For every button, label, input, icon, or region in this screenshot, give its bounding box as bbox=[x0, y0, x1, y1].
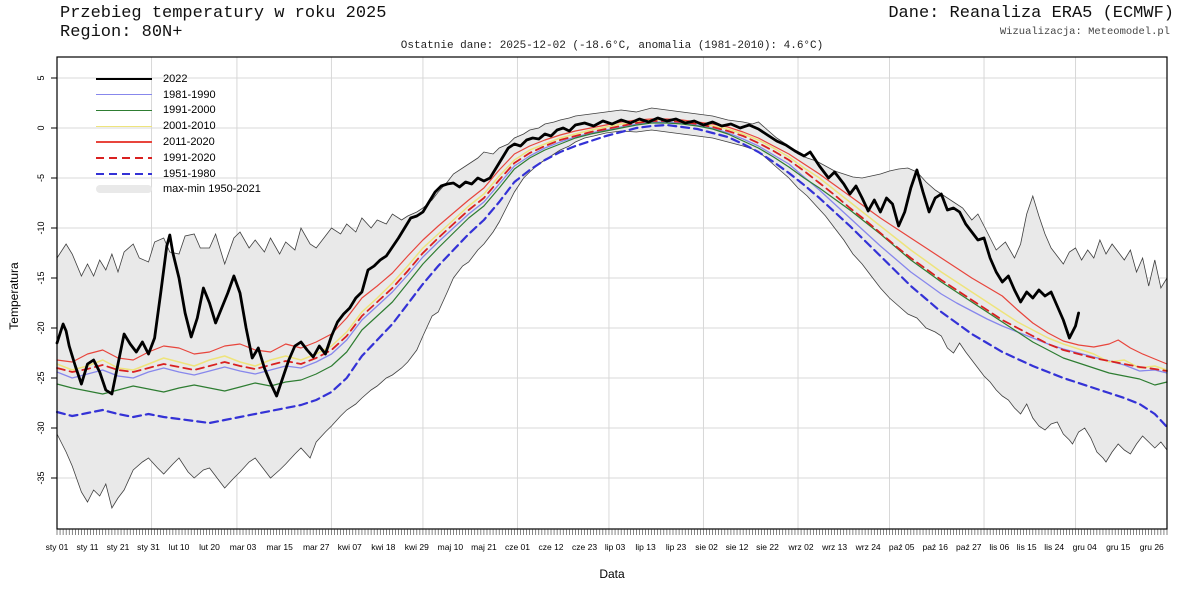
maxmin-band-upper-edge bbox=[56, 107, 1168, 290]
x-tick-label: gru 26 bbox=[1140, 542, 1164, 552]
y-tick-label: 5 bbox=[36, 75, 46, 80]
line-swatch bbox=[96, 77, 152, 81]
x-tick-label: lut 10 bbox=[169, 542, 190, 552]
region-subtitle: Region: 80N+ bbox=[60, 23, 183, 42]
y-tick-label: -35 bbox=[36, 471, 46, 484]
x-tick-label: mar 03 bbox=[230, 542, 257, 552]
x-tick-label: lis 15 bbox=[1017, 542, 1037, 552]
x-tick-label: gru 04 bbox=[1073, 542, 1097, 552]
series-line-1951-1980 bbox=[55, 123, 1169, 429]
x-tick-label: kwi 29 bbox=[405, 542, 429, 552]
page-title: Przebieg temperatury w roku 2025 bbox=[60, 4, 387, 23]
x-tick-label: paź 16 bbox=[922, 542, 948, 552]
x-tick-label: cze 23 bbox=[572, 542, 597, 552]
x-tick-label: sty 11 bbox=[76, 542, 98, 552]
visualization-credit: Wizualizacja: Meteomodel.pl bbox=[999, 26, 1170, 38]
x-tick-label: kwi 18 bbox=[371, 542, 395, 552]
x-tick-label: lip 03 bbox=[605, 542, 626, 552]
x-tick-label: wrz 13 bbox=[821, 542, 847, 552]
chart-legend: 2022 1981-1990 1991-2000 2001-2010 2011-2020… bbox=[96, 71, 261, 197]
y-tick-label: -10 bbox=[36, 221, 46, 234]
data-source-label: Dane: Reanaliza ERA5 (ECMWF) bbox=[888, 4, 1174, 23]
y-tick-label: -5 bbox=[36, 174, 46, 182]
band-swatch bbox=[96, 185, 152, 194]
maxmin-band bbox=[57, 108, 1167, 508]
x-tick-label: sty 21 bbox=[107, 542, 130, 552]
x-tick-label: gru 15 bbox=[1106, 542, 1130, 552]
y-tick-label: -25 bbox=[36, 371, 46, 384]
x-tick-label: sie 02 bbox=[695, 542, 718, 552]
x-tick-label: sty 31 bbox=[137, 542, 160, 552]
y-tick-label: -15 bbox=[36, 271, 46, 284]
line-swatch bbox=[96, 125, 152, 128]
legend-item-1991-2000: 1991-2000 bbox=[96, 103, 261, 119]
latest-data-subtitle: Ostatnie dane: 2025-12-02 (-18.6°C, anom… bbox=[400, 40, 824, 52]
legend-item-label: 1951-1980 bbox=[163, 167, 216, 180]
line-swatch bbox=[96, 109, 152, 112]
legend-item-label: 2001-2010 bbox=[163, 120, 216, 133]
series-line-2001-2010 bbox=[56, 119, 1168, 371]
x-tick-label: mar 27 bbox=[303, 542, 330, 552]
legend-item-2011-2020: 2011-2020 bbox=[96, 134, 261, 150]
x-tick-label: cze 01 bbox=[505, 542, 530, 552]
line-swatch bbox=[96, 94, 152, 96]
x-tick-label: lip 13 bbox=[635, 542, 656, 552]
y-tick-label: 0 bbox=[36, 125, 46, 130]
series-line-1991-2000 bbox=[56, 122, 1168, 395]
legend-item-1991-2020: 1991-2020 bbox=[96, 150, 261, 166]
x-tick-label: lis 24 bbox=[1044, 542, 1064, 552]
x-tick-label: wrz 24 bbox=[855, 542, 881, 552]
legend-item-label: 2011-2020 bbox=[163, 136, 215, 149]
legend-item-max-min-1950-2021: max-min 1950-2021 bbox=[96, 182, 261, 198]
line-swatch bbox=[96, 156, 152, 159]
x-tick-label: wrz 02 bbox=[788, 542, 814, 552]
x-tick-label: cze 12 bbox=[538, 542, 563, 552]
y-tick-label: -30 bbox=[36, 421, 46, 434]
x-tick-label: maj 21 bbox=[471, 542, 497, 552]
maxmin-band-lower-edge bbox=[56, 129, 1168, 510]
x-tick-label: paź 05 bbox=[889, 542, 915, 552]
series-line-2022 bbox=[55, 116, 1080, 398]
x-tick-label: sie 12 bbox=[726, 542, 749, 552]
series-line-1991-2020 bbox=[56, 120, 1168, 373]
x-tick-label: kwi 07 bbox=[338, 542, 362, 552]
legend-item-1981-1990: 1981-1990 bbox=[96, 87, 261, 103]
x-tick-label: lut 20 bbox=[199, 542, 220, 552]
legend-item-2001-2010: 2001-2010 bbox=[96, 118, 261, 134]
x-tick-label: lip 23 bbox=[666, 542, 687, 552]
legend-item-2022: 2022 bbox=[96, 71, 261, 87]
legend-item-1951-1980: 1951-1980 bbox=[96, 166, 261, 182]
legend-item-label: max-min 1950-2021 bbox=[163, 183, 261, 196]
x-tick-label: lis 06 bbox=[989, 542, 1009, 552]
x-tick-label: paź 27 bbox=[956, 542, 982, 552]
x-tick-label: mar 15 bbox=[266, 542, 293, 552]
line-swatch bbox=[96, 141, 152, 143]
x-tick-label: sty 01 bbox=[46, 542, 69, 552]
y-tick-label: -20 bbox=[36, 321, 46, 334]
series-line-2011-2020 bbox=[56, 118, 1168, 365]
series-line-1981-1990 bbox=[56, 121, 1168, 379]
x-tick-label: sie 22 bbox=[756, 542, 779, 552]
legend-item-label: 1981-1990 bbox=[163, 88, 216, 101]
legend-item-label: 1991-2020 bbox=[163, 151, 216, 164]
legend-item-label: 2022 bbox=[163, 72, 188, 85]
x-axis-title: Data bbox=[599, 567, 625, 581]
line-swatch bbox=[96, 172, 152, 175]
x-tick-label: maj 10 bbox=[438, 542, 464, 552]
legend-item-label: 1991-2000 bbox=[163, 104, 216, 117]
